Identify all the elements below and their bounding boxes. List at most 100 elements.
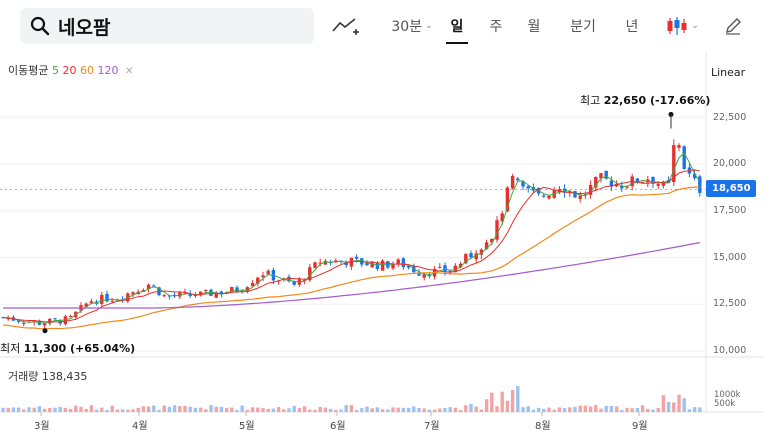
volume-bar	[609, 405, 614, 412]
timeframe-day[interactable]: 일	[450, 19, 464, 35]
timeframe-month[interactable]: 월	[527, 19, 541, 35]
candle-body	[323, 260, 328, 265]
price-tick: 10,000	[713, 345, 747, 356]
volume-bar	[120, 409, 125, 412]
volume-bar	[131, 409, 135, 412]
timeframe-quarter[interactable]: 분기	[570, 19, 596, 35]
candle-body	[63, 316, 68, 325]
volume-bar	[583, 405, 588, 412]
candle-body	[573, 191, 577, 198]
volume-bar	[651, 409, 655, 412]
volume-bar	[214, 406, 218, 412]
volume-bar	[6, 407, 10, 412]
volume-bar	[370, 408, 374, 412]
candle-body	[677, 145, 681, 148]
pencil-icon	[726, 18, 741, 35]
volume-bar	[443, 407, 447, 412]
stock-chart[interactable]: 이동평균 5 20 60 120 ✕ Linear 22,500 20,000 …	[0, 52, 764, 433]
volume-bar	[63, 407, 68, 412]
chart-type-button[interactable]: ⌄	[662, 14, 702, 38]
search-input[interactable]: 네오팜	[58, 16, 111, 39]
candle-body	[578, 195, 582, 199]
candle-body	[146, 284, 151, 290]
timeframe-30min[interactable]: 30분 ⌄	[391, 19, 433, 35]
volume-bar	[1, 407, 5, 412]
candle-body	[204, 289, 208, 291]
volume-bar	[588, 406, 593, 412]
timeframe-year[interactable]: 년	[625, 19, 639, 35]
volume-bar	[271, 408, 276, 412]
volume-bar	[406, 407, 411, 412]
volume-bar	[167, 406, 172, 412]
draw-trendline-button[interactable]	[330, 14, 360, 38]
volume-bar	[396, 407, 400, 412]
volume-bar	[100, 407, 104, 412]
candle-body	[89, 301, 94, 303]
volume-bar	[562, 407, 567, 412]
chart-canvas[interactable]	[0, 52, 764, 433]
ma-legend[interactable]: 이동평균 5 20 60 120 ✕	[8, 64, 134, 77]
volume-bar	[53, 407, 57, 412]
volume-bar	[620, 409, 624, 412]
scale-mode-toggle[interactable]: Linear	[711, 66, 746, 79]
volume-bar	[677, 394, 681, 412]
volume-bar	[365, 406, 369, 412]
candle-body	[458, 263, 463, 268]
close-icon[interactable]: ✕	[124, 66, 134, 77]
candle-body	[250, 283, 255, 287]
candle-body	[339, 260, 343, 262]
volume-bar	[391, 407, 395, 412]
candle-body	[417, 272, 421, 276]
volume-bar	[146, 406, 151, 412]
volume-bar	[136, 407, 140, 412]
candle-body	[22, 323, 26, 325]
candle-body	[391, 264, 395, 269]
volume-bar	[323, 407, 328, 412]
candle-body	[214, 292, 218, 298]
volume-bar	[516, 386, 520, 412]
volume-bar	[536, 407, 541, 412]
candle-body	[490, 238, 494, 243]
candle-body	[422, 274, 426, 278]
edit-drawing-button[interactable]	[720, 14, 746, 38]
volume-bar	[698, 407, 702, 412]
volume-bar	[594, 405, 598, 412]
candle-body	[6, 318, 10, 320]
volume-bar	[115, 409, 120, 412]
volume-bar	[282, 409, 286, 412]
candle-body	[438, 266, 442, 268]
volume-bar	[256, 407, 260, 412]
volume-bar	[687, 409, 692, 412]
candle-body	[406, 265, 411, 268]
volume-bar	[224, 407, 229, 412]
search-box[interactable]: 네오팜	[20, 8, 314, 44]
candle-body	[505, 187, 510, 212]
min-marker	[42, 328, 48, 334]
volume-bar	[152, 405, 156, 412]
volume-bar	[672, 402, 676, 412]
volume-bar	[162, 405, 166, 412]
volume-bar	[640, 405, 645, 412]
volume-bar	[552, 409, 556, 412]
volume-bar	[427, 409, 432, 412]
ma60-label: 60	[79, 64, 94, 77]
volume-bar	[250, 407, 255, 412]
candle-body	[448, 270, 452, 272]
ma20-line	[2, 169, 700, 323]
chevron-down-icon: ⌄	[691, 21, 699, 31]
price-tick: 20,000	[713, 158, 747, 169]
volume-bar	[646, 408, 650, 412]
volume-bar	[479, 409, 484, 412]
candle-body	[614, 183, 619, 187]
candle-body	[500, 213, 504, 222]
candle-body	[380, 260, 385, 271]
timeframe-week[interactable]: 주	[489, 19, 503, 35]
candle-body	[230, 287, 234, 292]
volume-bar	[386, 409, 390, 412]
volume-bar	[209, 405, 213, 412]
candle-body	[100, 294, 104, 304]
volume-bar	[318, 406, 322, 412]
candle-body	[375, 263, 380, 269]
candle-body	[131, 292, 135, 295]
volume-bar	[287, 408, 291, 412]
